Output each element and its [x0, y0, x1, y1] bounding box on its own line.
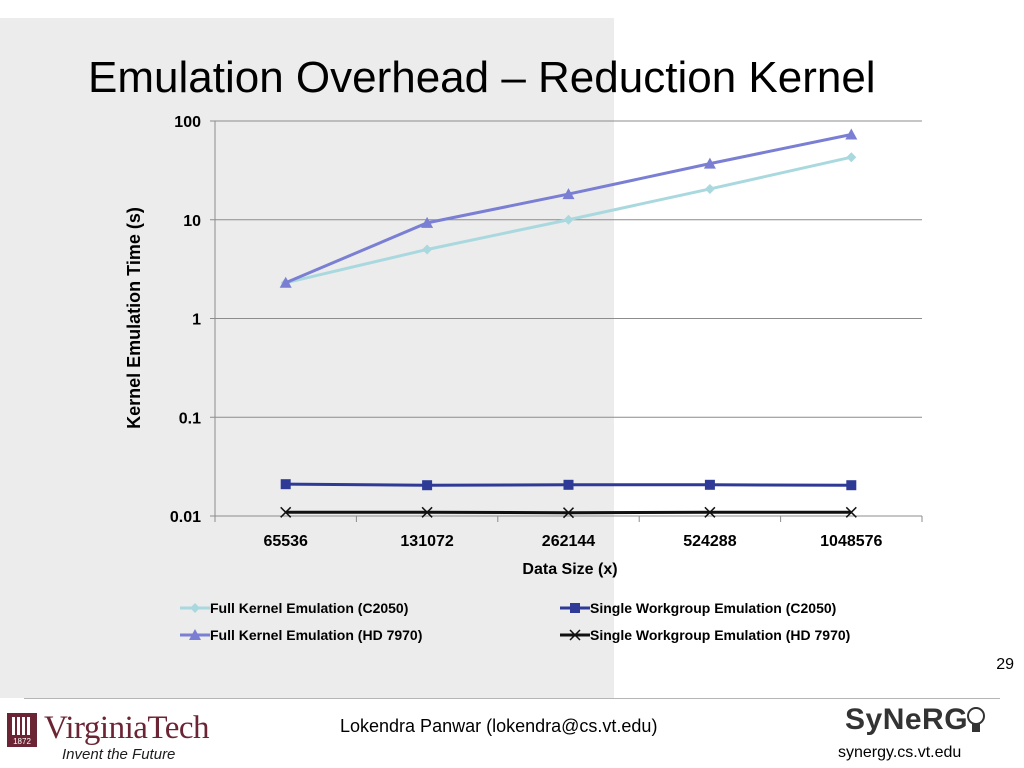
vt-wordmark: VirginiaTech — [44, 710, 210, 746]
legend-marker — [189, 629, 201, 640]
data-point — [562, 188, 575, 200]
series-line-3 — [285, 133, 852, 285]
data-point — [703, 157, 716, 169]
x-tick-label: 262144 — [542, 533, 595, 550]
footer-divider — [24, 698, 1000, 699]
background-panel — [0, 18, 614, 698]
synerg-url: synergy.cs.vt.edu — [838, 744, 962, 761]
chart-gridlines — [215, 120, 922, 517]
data-point — [280, 506, 292, 518]
synerg-logo: SyNeRG — [845, 703, 969, 736]
legend-item: Single Workgroup Emulation (HD 7970) — [560, 627, 850, 643]
legend-marker — [190, 603, 200, 613]
vt-tagline: Invent the Future — [62, 746, 176, 763]
data-point — [563, 479, 574, 490]
data-point — [845, 128, 858, 140]
data-point — [279, 276, 292, 288]
y-tick-label: 100 — [174, 114, 201, 131]
y-tick-label: 1 — [192, 312, 201, 329]
chart-legend: Full Kernel Emulation (C2050) Single Work… — [180, 600, 850, 643]
x-axis-label: Data Size (x) — [522, 561, 617, 578]
marker-stroke — [845, 506, 857, 518]
legend-marker — [569, 629, 581, 641]
x-tick-label: 65536 — [263, 533, 308, 550]
vt-shield-icon: 1872 — [7, 713, 37, 747]
data-point — [846, 152, 857, 163]
legend-marker — [570, 603, 580, 613]
slide-title: Emulation Overhead – Reduction Kernel — [88, 53, 876, 102]
slide-number: 29 — [996, 656, 1014, 673]
data-point — [845, 506, 857, 518]
y-tick-label: 10 — [183, 213, 201, 230]
virginia-tech-logo: 1872 VirginiaTech Invent the Future — [6, 708, 246, 768]
vt-year: 1872 — [13, 737, 31, 746]
data-point — [421, 216, 434, 228]
legend-label: Single Workgroup Emulation (HD 7970) — [590, 627, 850, 643]
data-point — [846, 480, 857, 491]
data-point — [422, 480, 433, 491]
chart: Data Size (x) Kernel Emulation Time (s) … — [124, 114, 923, 643]
legend-label: Full Kernel Emulation (HD 7970) — [210, 627, 422, 643]
legend-label: Single Workgroup Emulation (C2050) — [590, 600, 836, 616]
legend-item: Full Kernel Emulation (C2050) — [180, 600, 408, 616]
marker-stroke — [562, 507, 575, 519]
data-point — [421, 506, 433, 518]
y-axis-label: Kernel Emulation Time (s) — [124, 207, 144, 429]
chart-labels: Data Size (x) Kernel Emulation Time (s) … — [124, 114, 883, 578]
legend-label: Full Kernel Emulation (C2050) — [210, 600, 408, 616]
marker-stroke — [569, 629, 581, 641]
data-point — [280, 479, 291, 490]
legend-item: Full Kernel Emulation (HD 7970) — [180, 627, 422, 643]
data-point — [563, 214, 574, 225]
x-tick-label: 524288 — [683, 533, 736, 550]
y-tick-label: 0.1 — [179, 410, 201, 427]
data-point — [422, 244, 433, 255]
chart-axes — [210, 120, 923, 522]
footer-author: Lokendra Panwar (lokendra@cs.vt.edu) — [340, 716, 658, 736]
lightbulb-icon — [967, 707, 985, 732]
data-point — [704, 479, 715, 490]
marker-stroke — [421, 506, 433, 518]
y-tick-label: 0.01 — [170, 509, 201, 526]
marker-stroke — [280, 506, 292, 518]
data-point — [704, 506, 716, 518]
x-tick-label: 131072 — [400, 533, 453, 550]
chart-series — [279, 128, 858, 519]
marker-stroke — [704, 506, 716, 518]
data-point — [562, 507, 575, 519]
data-point — [704, 183, 715, 194]
legend-item: Single Workgroup Emulation (C2050) — [560, 600, 836, 616]
x-tick-label: 1048576 — [820, 533, 882, 550]
